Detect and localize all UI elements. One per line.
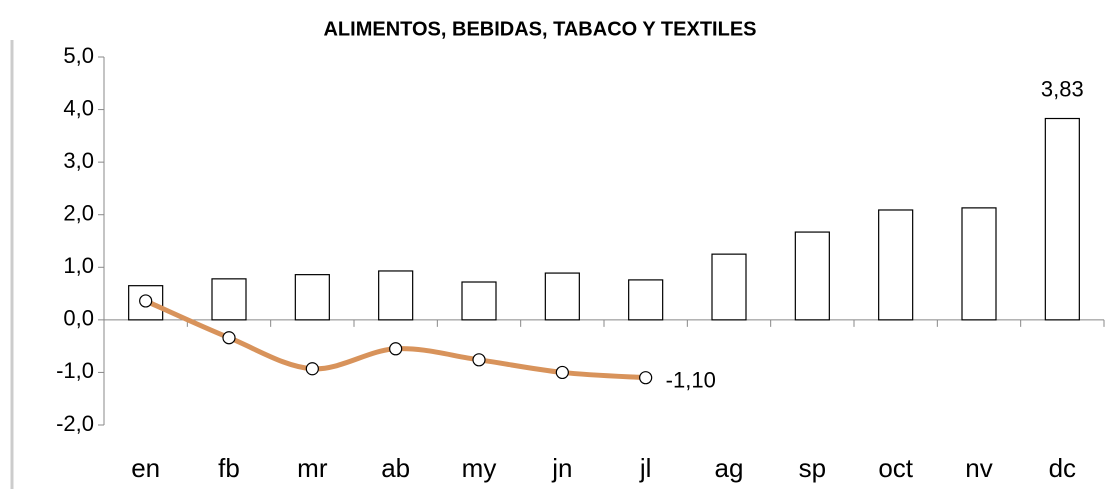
bar <box>878 209 914 321</box>
bar <box>211 278 247 321</box>
line-marker <box>555 365 569 380</box>
y-tick-label: 4,0 <box>63 95 94 120</box>
bar <box>961 207 997 321</box>
x-tick-label: sp <box>799 453 826 483</box>
x-tick-label: my <box>462 453 497 483</box>
line-marker <box>389 342 403 356</box>
line-marker <box>222 331 236 345</box>
bar <box>794 231 830 321</box>
bar <box>544 272 580 321</box>
x-tick-label: fb <box>218 453 240 483</box>
y-tick-label: 5,0 <box>63 43 94 68</box>
x-tick-label: jn <box>551 453 572 483</box>
bar <box>461 281 497 321</box>
x-tick-label: ag <box>715 453 744 483</box>
line-marker <box>472 353 486 367</box>
bar <box>294 274 330 321</box>
x-tick-label: jl <box>639 453 652 483</box>
x-tick-label: mr <box>297 453 328 483</box>
x-tick-label: nv <box>965 453 992 483</box>
y-tick-label: 2,0 <box>63 201 94 226</box>
bar <box>1044 117 1080 321</box>
y-tick-label: -2,0 <box>56 411 94 436</box>
y-tick-label: -1,0 <box>56 358 94 383</box>
bar <box>378 270 414 321</box>
bar <box>711 253 747 321</box>
data-label: 3,83 <box>1041 76 1084 101</box>
line-marker <box>139 294 153 308</box>
y-tick-label: 1,0 <box>63 253 94 278</box>
line-marker <box>305 362 319 376</box>
y-tick-label: 3,0 <box>63 148 94 173</box>
x-tick-label: en <box>131 453 160 483</box>
x-tick-label: oct <box>878 453 913 483</box>
x-tick-label: ab <box>381 453 410 483</box>
x-tick-label: dc <box>1049 453 1076 483</box>
data-label: -1,10 <box>666 367 716 392</box>
chart-title: ALIMENTOS, BEBIDAS, TABACO Y TEXTILES <box>323 18 756 40</box>
bar <box>628 279 664 321</box>
y-tick-label: 0,0 <box>63 306 94 331</box>
line-marker <box>639 371 653 385</box>
